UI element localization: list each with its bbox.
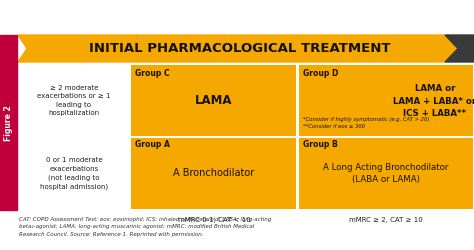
Text: *Consider if highly symptomatic (e.g. CAT > 20): *Consider if highly symptomatic (e.g. CA…: [303, 116, 429, 121]
Text: LAMA or
LAMA + LABA* or
ICS + LABA**: LAMA or LAMA + LABA* or ICS + LABA**: [393, 84, 474, 118]
Text: A Bronchodilator: A Bronchodilator: [173, 168, 254, 178]
Text: CAT: COPD Assessment Test; eos: eosiniophil; ICS: inhaled corticosteroid; LABA: : CAT: COPD Assessment Test; eos: eosiniop…: [19, 217, 271, 237]
Text: INITIAL PHARMACOLOGICAL TREATMENT: INITIAL PHARMACOLOGICAL TREATMENT: [89, 42, 391, 55]
Bar: [18, 64, 474, 210]
Text: 0 or 1 moderate
exacerbations
(not leading to
hospital admission): 0 or 1 moderate exacerbations (not leadi…: [40, 157, 108, 190]
Text: LAMA: LAMA: [195, 94, 232, 107]
Text: Group B: Group B: [303, 140, 338, 149]
Text: Group A: Group A: [135, 140, 170, 149]
Bar: [19, 65, 127, 136]
Text: A Long Acting Bronchodilator
(LABA or LAMA): A Long Acting Bronchodilator (LABA or LA…: [323, 163, 449, 184]
Text: **Consider if eos ≥ 300: **Consider if eos ≥ 300: [303, 124, 365, 130]
Text: Group C: Group C: [135, 69, 170, 78]
Bar: [19, 138, 127, 209]
FancyBboxPatch shape: [150, 213, 265, 226]
Text: Group D: Group D: [303, 69, 338, 78]
Text: ≥ 2 moderate
exacerbations or ≥ 1
leading to
hospitalization: ≥ 2 moderate exacerbations or ≥ 1 leadin…: [37, 85, 111, 116]
Polygon shape: [18, 35, 458, 62]
Bar: [299, 65, 473, 136]
Bar: [299, 138, 473, 209]
Text: mMRC 0-1, CAT < 10: mMRC 0-1, CAT < 10: [178, 217, 250, 223]
Bar: [131, 138, 296, 209]
Bar: [131, 65, 296, 136]
Text: mMRC ≥ 2, CAT ≥ 10: mMRC ≥ 2, CAT ≥ 10: [349, 217, 423, 223]
Bar: [0, 35, 17, 210]
Polygon shape: [445, 35, 474, 62]
FancyBboxPatch shape: [316, 213, 434, 226]
Text: Figure 2: Figure 2: [4, 105, 13, 141]
